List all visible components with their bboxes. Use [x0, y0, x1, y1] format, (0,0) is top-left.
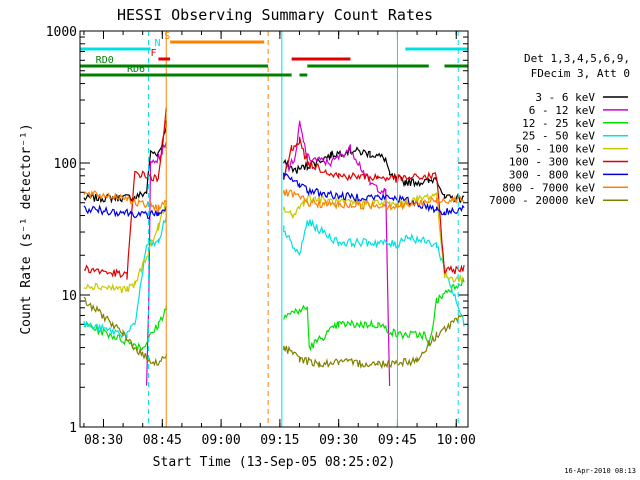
vertical-markers — [148, 31, 459, 427]
y-tick-labels: 1 10 100 1000 — [46, 25, 77, 436]
x-tick-label: 08:45 — [143, 433, 182, 448]
series-line — [83, 107, 465, 280]
series-line — [83, 192, 465, 294]
chart-title: HESSI Observing Summary Count Rates — [117, 6, 433, 24]
x-tick-label: 09:00 — [202, 433, 241, 448]
flag-bars: SNF RD0 RD6 — [80, 31, 468, 77]
x-tick-label: 10:00 — [437, 433, 476, 448]
x-tick-labels: 08:30 08:45 09:00 09:15 09:30 09:45 10:00 — [84, 433, 476, 448]
series-line — [83, 276, 465, 352]
legend-label: 100 - 300 keV — [509, 156, 595, 169]
legend-label: 7000 - 20000 keV — [489, 194, 595, 207]
timestamp: 16-Apr-2010 08:13 — [564, 467, 636, 475]
legend-header-line-1: Det 1,3,4,5,6,9, — [524, 52, 630, 65]
flag-label: S — [164, 31, 170, 42]
series-line — [83, 189, 465, 213]
series-line — [146, 120, 391, 387]
legend-label: 300 - 800 keV — [509, 168, 595, 181]
legend-label: 25 - 50 keV — [522, 130, 595, 143]
legend-label: 12 - 25 keV — [522, 117, 595, 130]
flag-label: RD6 — [127, 64, 145, 75]
y-tick-label: 1 — [69, 421, 77, 436]
x-tick-label: 09:30 — [319, 433, 358, 448]
flag-label: N — [154, 38, 160, 49]
y-tick-label: 10 — [61, 289, 77, 304]
y-axis-label: Count Rate (s⁻¹ detector⁻¹) — [19, 123, 34, 334]
legend: Det 1,3,4,5,6,9, FDecim 3, Att 0 3 - 6 k… — [489, 52, 630, 207]
legend-label: 50 - 100 keV — [516, 143, 596, 156]
flag-label: RD0 — [96, 55, 114, 66]
series-line — [83, 120, 465, 204]
legend-label: 6 - 12 keV — [529, 104, 596, 117]
legend-label: 800 - 7000 keV — [502, 181, 595, 194]
legend-label: 3 - 6 keV — [535, 91, 595, 104]
axis-ticks — [80, 30, 468, 428]
series-layer — [83, 107, 465, 387]
series-line — [83, 212, 465, 339]
series-line — [83, 172, 465, 220]
y-tick-label: 1000 — [46, 25, 77, 40]
flag-label: F — [151, 48, 157, 59]
x-axis-label: Start Time (13-Sep-05 08:25:02) — [153, 455, 396, 470]
y-tick-label: 100 — [54, 157, 77, 172]
x-tick-label: 08:30 — [84, 433, 123, 448]
x-tick-label: 09:15 — [260, 433, 299, 448]
plot-frame — [79, 30, 469, 428]
x-tick-label: 09:45 — [378, 433, 417, 448]
series-line — [83, 296, 465, 370]
legend-header-line-2: FDecim 3, Att 0 — [531, 67, 630, 80]
